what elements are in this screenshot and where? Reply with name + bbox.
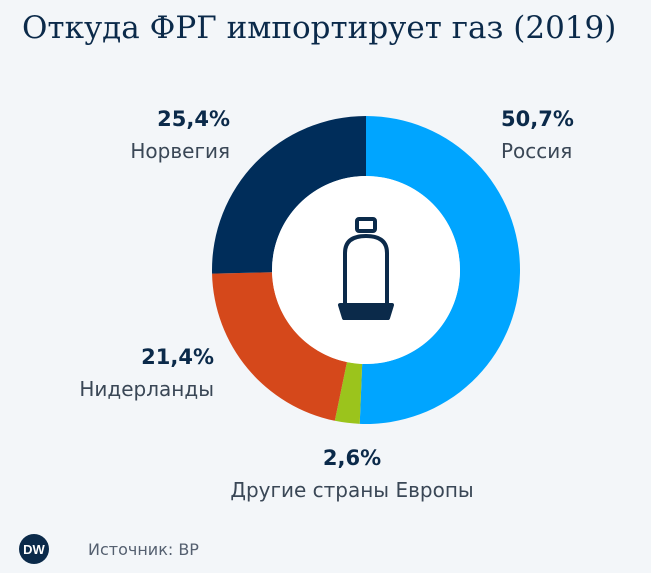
- dw-logo-icon: DW: [19, 534, 49, 564]
- slice-category-label: Россия: [501, 139, 572, 163]
- slice-1: [359, 116, 521, 424]
- donut-chart: 50,7% Россия 2,6% Другие страны Европы 21,4%…: [79, 107, 573, 502]
- source-note: Источник: BP: [88, 539, 199, 559]
- slice-value-label: 25,4%: [157, 107, 230, 131]
- slice-value-label: 21,4%: [141, 345, 214, 369]
- slice-value-label: 50,7%: [501, 107, 574, 131]
- slice-3: [212, 272, 347, 421]
- slice-4: [212, 116, 366, 274]
- slice-category-label: Нидерланды: [79, 377, 214, 401]
- footer: DW Источник: BP: [18, 533, 199, 565]
- svg-text:DW: DW: [23, 542, 45, 557]
- slice-labels: 50,7% Россия 2,6% Другие страны Европы 21,4%…: [79, 107, 573, 502]
- chart-title: Откуда ФРГ импортирует газ (2019): [22, 10, 617, 46]
- slice-category-label: Другие страны Европы: [230, 478, 473, 502]
- gas-cylinder-icon: [338, 217, 394, 320]
- donut-slices: [212, 116, 521, 424]
- slice-value-label: 2,6%: [323, 446, 381, 470]
- slice-2: [334, 362, 363, 424]
- donut-hole: [272, 176, 460, 364]
- slice-category-label: Норвегия: [130, 139, 230, 163]
